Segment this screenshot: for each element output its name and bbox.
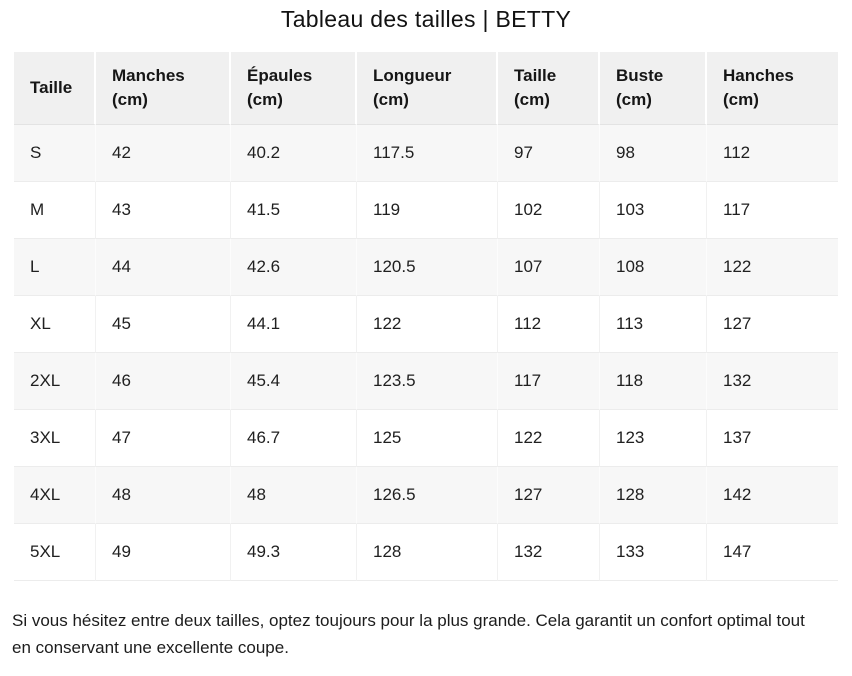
sizing-note: Si vous hésitez entre deux tailles, opte… [12,611,805,657]
measurement-cell: 147 [707,524,838,581]
measurement-cell: 128 [600,467,707,524]
measurement-cell: 117 [498,353,600,410]
column-header-unit: (cm) [373,90,409,109]
measurement-cell: 127 [498,467,600,524]
measurement-cell: 132 [498,524,600,581]
size-label-cell: 4XL [14,467,96,524]
measurement-cell: 44.1 [231,296,357,353]
column-header-label: Manches [112,66,185,85]
measurement-cell: 128 [357,524,498,581]
size-label-cell: L [14,239,96,296]
size-label-cell: XL [14,296,96,353]
measurement-cell: 43 [96,182,231,239]
table-header: Taille Manches (cm) Épaules (cm) Longueur (cm)… [14,52,838,125]
size-label-cell: 2XL [14,353,96,410]
measurement-cell: 113 [600,296,707,353]
table-row: L 44 42.6 120.5 107 108 122 [14,239,838,296]
table-row: 4XL 48 48 126.5 127 128 142 [14,467,838,524]
column-header: Longueur (cm) [357,52,498,125]
column-header-unit: (cm) [723,90,759,109]
measurement-cell: 97 [498,125,600,182]
page-title: Tableau des tailles | BETTY [280,6,572,32]
measurement-cell: 122 [707,239,838,296]
size-label-cell: M [14,182,96,239]
measurement-cell: 123.5 [357,353,498,410]
measurement-cell: 48 [96,467,231,524]
measurement-cell: 45.4 [231,353,357,410]
measurement-cell: 125 [357,410,498,467]
measurement-cell: 112 [707,125,838,182]
column-header-label: Buste [616,66,664,85]
column-header-unit: (cm) [247,90,283,109]
measurement-cell: 103 [600,182,707,239]
size-label-cell: S [14,125,96,182]
column-header: Hanches (cm) [707,52,838,125]
measurement-cell: 133 [600,524,707,581]
measurement-cell: 42.6 [231,239,357,296]
measurement-cell: 132 [707,353,838,410]
column-header-label: Épaules [247,66,313,85]
measurement-cell: 46 [96,353,231,410]
measurement-cell: 122 [498,410,600,467]
measurement-cell: 47 [96,410,231,467]
column-header: Manches (cm) [96,52,231,125]
column-header: Taille [14,52,96,125]
measurement-cell: 118 [600,353,707,410]
column-header-unit: (cm) [112,90,148,109]
measurement-cell: 127 [707,296,838,353]
measurement-cell: 117.5 [357,125,498,182]
table-row: M 43 41.5 119 102 103 117 [14,182,838,239]
column-header-unit: (cm) [616,90,652,109]
measurement-cell: 112 [498,296,600,353]
measurement-cell: 48 [231,467,357,524]
column-header-label: Taille [30,78,73,97]
measurement-cell: 102 [498,182,600,239]
measurement-cell: 41.5 [231,182,357,239]
measurement-cell: 49 [96,524,231,581]
header-row: Taille Manches (cm) Épaules (cm) Longueur (cm)… [14,52,838,125]
measurement-cell: 46.7 [231,410,357,467]
measurement-cell: 137 [707,410,838,467]
column-header: Épaules (cm) [231,52,357,125]
column-header: Buste (cm) [600,52,707,125]
measurement-cell: 107 [498,239,600,296]
measurement-cell: 142 [707,467,838,524]
measurement-cell: 49.3 [231,524,357,581]
column-header-label: Hanches [723,66,794,85]
measurement-cell: 40.2 [231,125,357,182]
measurement-cell: 117 [707,182,838,239]
measurement-cell: 122 [357,296,498,353]
column-header: Taille (cm) [498,52,600,125]
table-row: S 42 40.2 117.5 97 98 112 [14,125,838,182]
measurement-cell: 42 [96,125,231,182]
measurement-cell: 126.5 [357,467,498,524]
table-row: 5XL 49 49.3 128 132 133 147 [14,524,838,581]
measurement-cell: 108 [600,239,707,296]
measurement-cell: 123 [600,410,707,467]
column-header-label: Longueur [373,66,452,85]
size-label-cell: 5XL [14,524,96,581]
column-header-unit: (cm) [514,90,550,109]
measurement-cell: 98 [600,125,707,182]
measurement-cell: 44 [96,239,231,296]
size-chart-table: Taille Manches (cm) Épaules (cm) Longueur (cm)… [14,52,838,581]
size-label-cell: 3XL [14,410,96,467]
measurement-cell: 119 [357,182,498,239]
column-header-label: Taille [514,66,557,85]
table-row: XL 45 44.1 122 112 113 127 [14,296,838,353]
table-body: S 42 40.2 117.5 97 98 112 M 43 41.5 119 102 103 117 L 4… [14,125,838,581]
measurement-cell: 120.5 [357,239,498,296]
table-row: 3XL 47 46.7 125 122 123 137 [14,410,838,467]
measurement-cell: 45 [96,296,231,353]
table-row: 2XL 46 45.4 123.5 117 118 132 [14,353,838,410]
